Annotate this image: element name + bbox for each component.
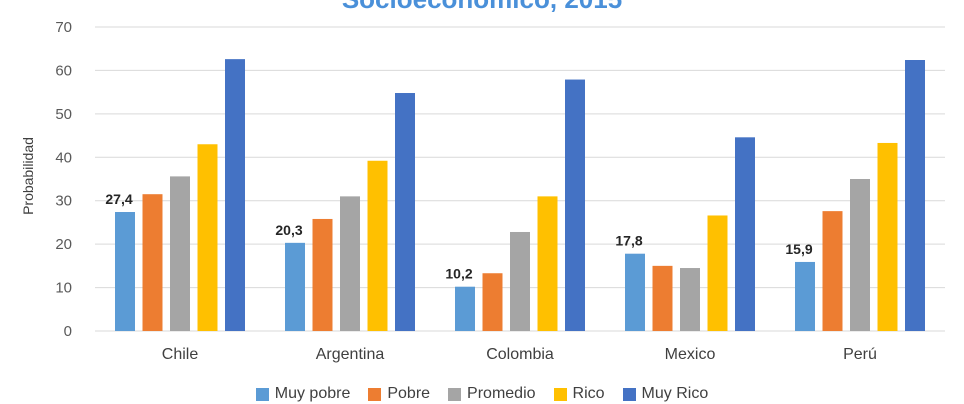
bar [625,253,645,331]
bar [735,137,755,331]
y-tick-label: 20 [55,236,72,253]
bar [115,212,135,331]
bar [367,160,388,331]
y-tick-label: 10 [55,280,72,297]
y-tick-label: 30 [55,193,72,210]
bar [795,261,815,331]
legend-item: Pobre [368,384,430,404]
legend-label: Muy Rico [641,385,709,402]
bar [142,194,163,331]
data-label: 17,8 [615,233,642,249]
bar [482,273,503,331]
legend-item: Muy pobre [255,384,351,404]
bar [680,268,700,331]
bar [225,59,245,331]
x-tick-label: Argentina [316,346,385,363]
legend-label: Pobre [387,385,431,402]
legend-swatch [553,387,567,401]
x-tick-label: Mexico [665,346,716,363]
legend-label: Promedio [467,385,536,402]
x-tick-label: Perú [843,346,877,363]
bar [170,176,190,331]
bar [395,93,415,331]
legend-swatch [622,387,636,401]
y-tick-label: 60 [55,62,72,79]
bar [850,179,870,331]
data-label: 10,2 [445,266,472,282]
y-tick-label: 40 [55,149,72,166]
bar [905,60,925,332]
bar [565,79,585,331]
data-label: 27,4 [105,191,132,207]
legend-item: Promedio [448,384,536,404]
bar [877,142,898,331]
x-tick-label: Colombia [486,346,554,363]
legend-swatch [255,387,269,401]
y-tick-label: 70 [55,19,72,36]
legend: Muy pobre Pobre Promedio Rico Muy Rico [0,384,964,404]
legend-item: Muy Rico [622,384,709,404]
bar [340,196,360,331]
data-label: 20,3 [275,222,302,238]
legend-swatch [448,387,462,401]
y-tick-label: 0 [64,323,72,340]
legend-label: Rico [572,385,605,402]
y-axis-label: Probabilidad [20,137,36,215]
bar [312,218,333,331]
bar [707,215,728,331]
y-tick-label: 50 [55,106,72,123]
data-label: 15,9 [785,241,812,257]
bar [537,196,558,331]
bar [197,144,218,331]
legend-item: Rico [553,384,605,404]
legend-label: Muy pobre [274,385,351,402]
bar [455,286,475,331]
bar [285,242,305,331]
bar [822,211,843,331]
bar [652,265,673,331]
x-tick-label: Chile [162,346,199,363]
legend-swatch [368,387,382,401]
chart-title: Socioeconómico, 2015 [0,0,964,15]
bar [510,231,530,331]
